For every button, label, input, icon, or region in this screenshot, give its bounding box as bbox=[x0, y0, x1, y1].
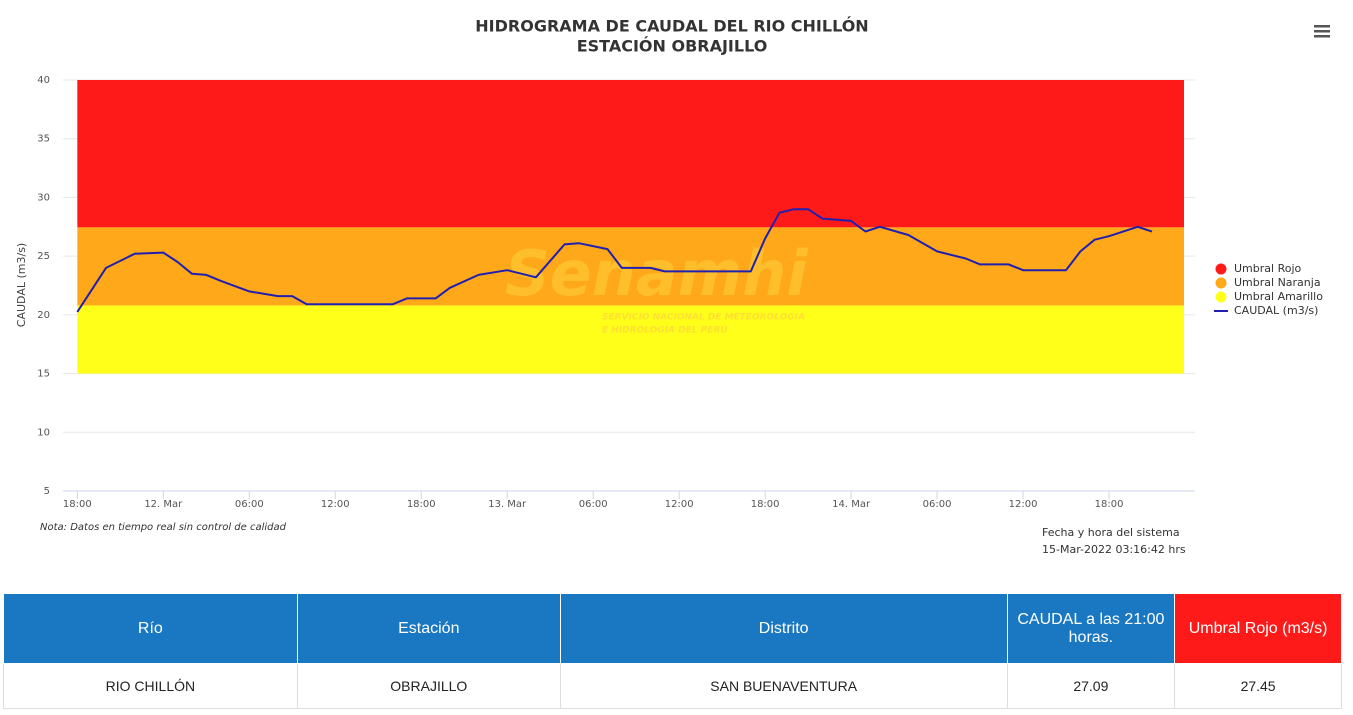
x-tick-label: 12:00 bbox=[321, 499, 350, 510]
table-cell: SAN BUENAVENTURA bbox=[559, 663, 1008, 709]
y-tick-label: 25 bbox=[37, 251, 50, 262]
threshold-band bbox=[77, 80, 1185, 228]
legend-symbol bbox=[1215, 277, 1227, 289]
legend-symbol bbox=[1215, 263, 1227, 275]
x-tick-label: 18:00 bbox=[407, 499, 436, 510]
menu-button[interactable] bbox=[1314, 25, 1330, 38]
watermark: Senamhi bbox=[505, 237, 808, 310]
table-row: RIO CHILLÓN OBRAJILLO SAN BUENAVENTURA 27.0… bbox=[3, 663, 1342, 709]
x-tick-label: 12. Mar bbox=[144, 499, 183, 510]
column-header: Estación bbox=[296, 593, 561, 664]
column-header: Umbral Rojo (m3/s) bbox=[1174, 593, 1342, 664]
y-axis-label: CAUDAL (m3/s) bbox=[15, 243, 28, 327]
y-tick-label: 30 bbox=[37, 192, 50, 203]
note: Nota: Datos en tiempo real sin control d… bbox=[40, 522, 287, 533]
watermark-line: SERVICIO NACIONAL DE METEOROLOGÍA bbox=[602, 311, 805, 323]
system-label: Fecha y hora del sistema bbox=[1042, 526, 1180, 539]
x-tick-label: 18:00 bbox=[63, 499, 92, 510]
column-header: Distrito bbox=[559, 593, 1008, 664]
x-tick-label: 14. Mar bbox=[832, 499, 871, 510]
y-tick-label: 15 bbox=[37, 369, 50, 380]
legend-symbol bbox=[1215, 291, 1227, 303]
y-tick-label: 20 bbox=[37, 310, 50, 321]
chart-title: HIDROGRAMA DE CAUDAL DEL RIO CHILLÓN bbox=[475, 17, 868, 36]
x-tick-label: 13. Mar bbox=[488, 499, 527, 510]
table-cell: OBRAJILLO bbox=[296, 663, 561, 709]
x-tick-label: 18:00 bbox=[1095, 499, 1124, 510]
caudal-line bbox=[76, 208, 1153, 313]
table-cell: 27.45 bbox=[1174, 663, 1342, 709]
x-tick-label: 06:00 bbox=[235, 499, 264, 510]
y-tick-label: 40 bbox=[37, 75, 50, 86]
x-tick-label: 06:00 bbox=[579, 499, 608, 510]
column-header: Río bbox=[3, 593, 298, 664]
legend-label: Umbral Amarillo bbox=[1234, 290, 1323, 303]
threshold-band bbox=[77, 305, 1185, 374]
table-cell: RIO CHILLÓN bbox=[3, 663, 298, 709]
x-tick-label: 06:00 bbox=[923, 499, 952, 510]
x-tick-label: 12:00 bbox=[1009, 499, 1038, 510]
system-time: 15-Mar-2022 03:16:42 hrs bbox=[1042, 543, 1186, 556]
legend-label: Umbral Naranja bbox=[1234, 276, 1321, 289]
column-header: CAUDAL a las 21:00 horas. bbox=[1006, 593, 1176, 664]
x-tick-label: 18:00 bbox=[751, 499, 780, 510]
chart-subtitle: ESTACIÓN OBRAJILLO bbox=[577, 37, 768, 56]
x-tick-label: 12:00 bbox=[665, 499, 694, 510]
legend-label: CAUDAL (m3/s) bbox=[1234, 304, 1318, 317]
table-cell: 27.09 bbox=[1006, 663, 1176, 709]
chart: HIDROGRAMA DE CAUDAL DEL RIO CHILLÓN EST… bbox=[15, 17, 1330, 556]
y-tick-label: 10 bbox=[37, 427, 50, 438]
y-tick-label: 35 bbox=[37, 134, 50, 145]
watermark-line: E HIDROLOGÍA DEL PERÚ bbox=[602, 324, 728, 336]
legend-label: Umbral Rojo bbox=[1234, 262, 1302, 275]
y-tick-label: 5 bbox=[44, 486, 50, 497]
summary-table: Río Estación Distrito CAUDAL a las 21:00 ho… bbox=[3, 593, 1342, 709]
